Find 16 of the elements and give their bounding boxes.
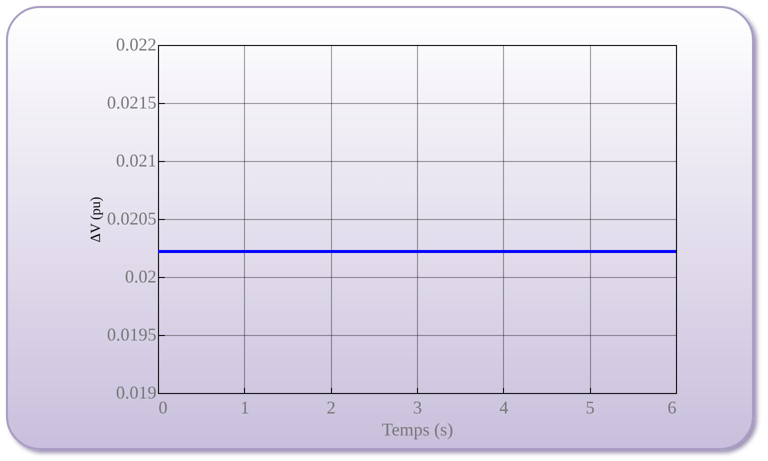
y-tick-label: 0.0195	[107, 324, 156, 344]
y-tick-label: 0.022	[116, 34, 156, 54]
x-axis-title: Temps (s)	[382, 420, 454, 440]
y-tick-label: 0.021	[116, 150, 156, 170]
y-tick-label: 0.019	[116, 382, 156, 402]
y-tick-label: 0.0205	[107, 208, 156, 228]
x-tick-label: 1	[240, 398, 250, 418]
y-axis-title: ΔV (pu)	[89, 196, 104, 242]
y-tick-label: 0.02	[125, 266, 156, 286]
x-tick-label: 6	[668, 398, 676, 418]
x-tick-label: 2	[326, 398, 336, 418]
x-tick-label: 3	[413, 398, 422, 418]
y-tick-label: 0.0215	[107, 92, 156, 112]
x-tick-label: 5	[586, 398, 595, 418]
x-tick-label: 4	[499, 398, 508, 418]
x-tick-label: 0	[158, 398, 168, 418]
